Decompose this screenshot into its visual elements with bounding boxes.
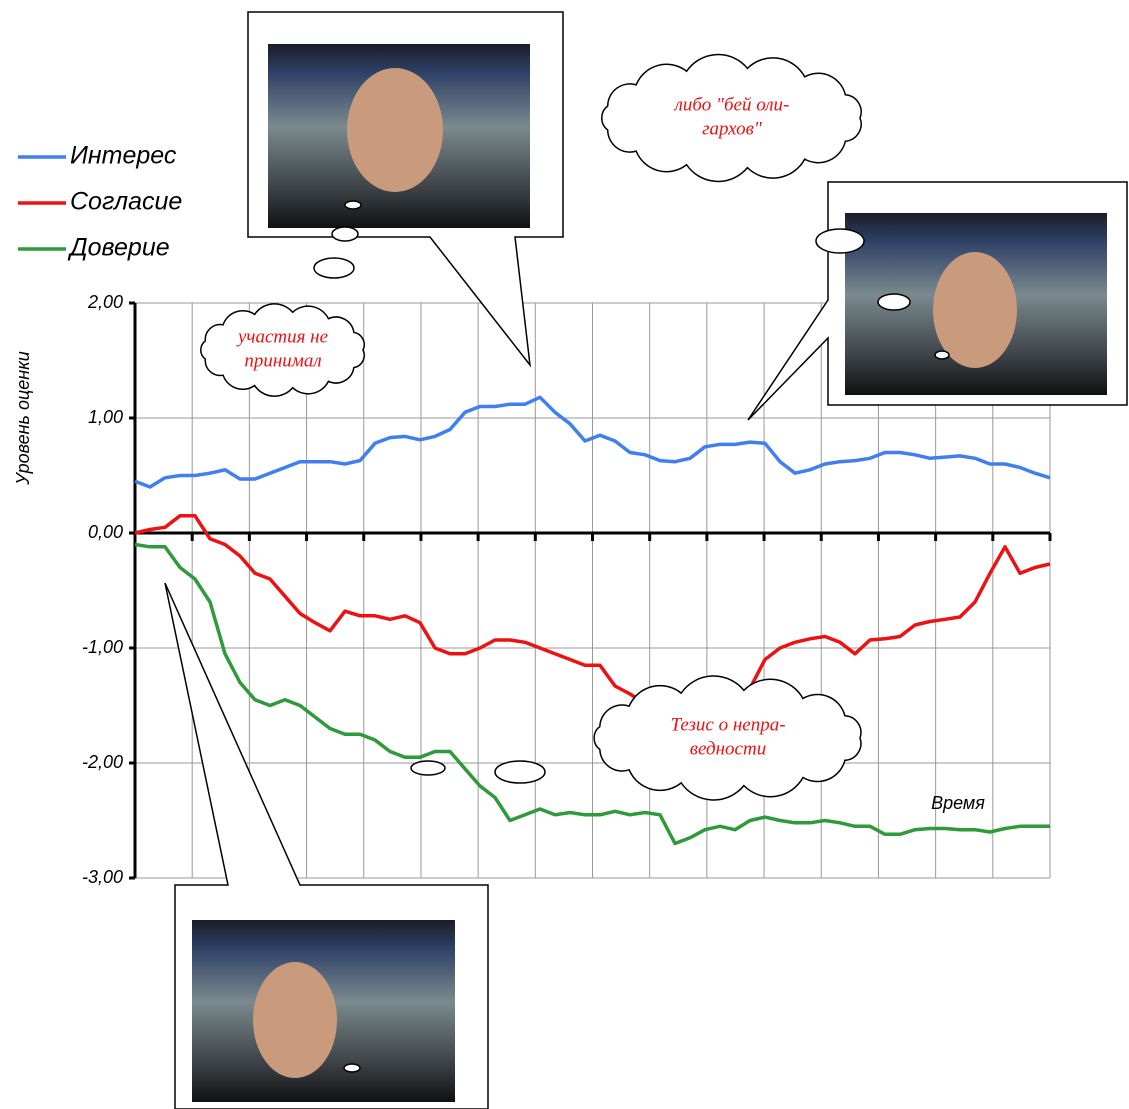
annotation: принимал	[244, 350, 321, 371]
bubble	[877, 293, 911, 311]
bubble	[344, 200, 362, 210]
y-tick-label: 1,00	[88, 407, 123, 427]
bubble	[494, 760, 546, 784]
annotation: ведности	[690, 738, 766, 759]
plot: 2,00 1,00 0,00 -1,00 -2,00 -3,00	[82, 292, 1052, 887]
cloud	[200, 303, 365, 397]
legend-label: Интерес	[70, 142, 177, 170]
bubble	[331, 226, 359, 242]
bubble	[934, 350, 950, 360]
legend-label: Согласие	[70, 188, 182, 216]
y-tick-label: -1,00	[82, 637, 123, 657]
bubble	[815, 228, 865, 254]
face	[347, 68, 443, 192]
series-line	[134, 542, 1050, 846]
callouts	[164, 11, 1128, 1109]
cloud	[601, 53, 862, 183]
series-line	[134, 395, 1051, 489]
y-tick-label: -3,00	[82, 867, 123, 887]
y-axis-label: Уровень оценки	[13, 351, 33, 485]
annotation: гархов"	[702, 118, 763, 139]
annotation: Тезис о непра-	[670, 714, 785, 735]
face	[933, 252, 1017, 368]
legend-label: Доверие	[67, 234, 170, 262]
y-tick-label: 0,00	[88, 522, 123, 542]
annotation: либо "бей оли-	[674, 94, 790, 115]
x-axis-label: Время	[931, 793, 985, 813]
y-tick-label: 2,00	[87, 292, 123, 312]
face	[253, 962, 337, 1078]
thought-bubbles	[313, 200, 950, 1073]
bubble	[343, 1063, 361, 1073]
bubble	[313, 257, 355, 279]
annotation: участия не	[236, 326, 328, 347]
bubble	[410, 760, 446, 776]
y-tick-label: -2,00	[82, 752, 123, 772]
cloud	[593, 675, 862, 801]
series-line	[134, 514, 1051, 722]
